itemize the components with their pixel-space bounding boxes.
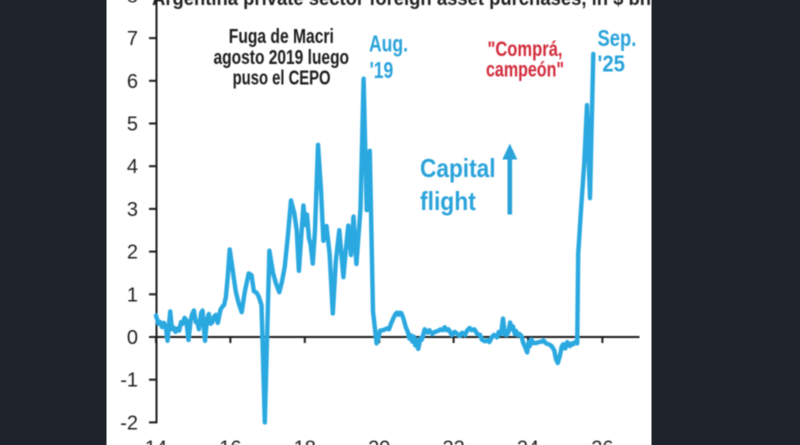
svg-text:-2: -2 <box>120 412 138 434</box>
svg-text:'19: '19 <box>370 57 394 83</box>
svg-text:8: 8 <box>127 0 138 7</box>
svg-text:-1: -1 <box>120 370 138 392</box>
svg-text:3: 3 <box>127 199 138 221</box>
svg-text:5: 5 <box>127 114 138 136</box>
svg-text:4: 4 <box>127 156 138 178</box>
svg-text:0: 0 <box>127 327 138 349</box>
svg-text:26: 26 <box>591 438 613 445</box>
svg-text:campeón": campeón" <box>486 58 564 81</box>
svg-text:'25: '25 <box>598 50 626 76</box>
svg-text:Fuga de Macri: Fuga de Macri <box>229 25 334 48</box>
svg-text:14: 14 <box>145 438 167 445</box>
svg-text:7: 7 <box>127 28 138 50</box>
svg-text:16: 16 <box>219 438 241 445</box>
svg-text:2: 2 <box>127 242 138 264</box>
svg-text:Capital: Capital <box>420 153 496 183</box>
svg-text:Aug.: Aug. <box>369 31 408 57</box>
svg-text:puso el CEPO: puso el CEPO <box>233 67 331 90</box>
svg-text:"Comprá,: "Comprá, <box>488 38 563 61</box>
svg-text:Argentina private sector forei: Argentina private sector foreign asset p… <box>152 0 651 10</box>
svg-text:6: 6 <box>127 71 138 93</box>
svg-text:agosto 2019 luego: agosto 2019 luego <box>214 46 350 69</box>
svg-text:flight: flight <box>420 186 476 216</box>
svg-text:1: 1 <box>127 284 138 306</box>
svg-text:Sep.: Sep. <box>598 25 637 51</box>
svg-text:22: 22 <box>442 438 464 445</box>
svg-text:20: 20 <box>368 438 390 445</box>
svg-text:24: 24 <box>517 438 539 445</box>
svg-text:18: 18 <box>294 438 316 445</box>
